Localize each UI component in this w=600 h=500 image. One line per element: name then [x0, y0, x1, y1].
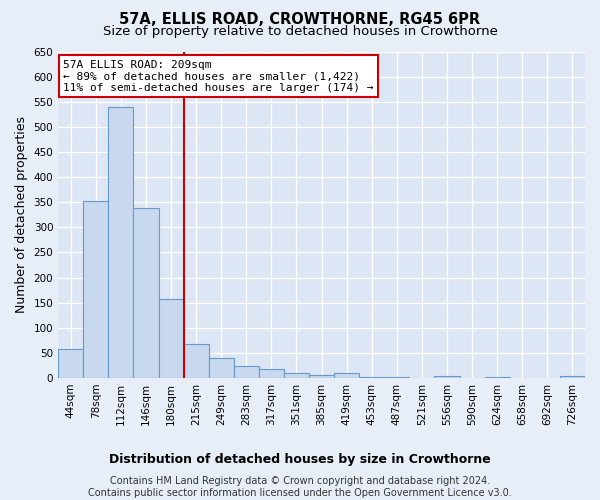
Text: Distribution of detached houses by size in Crowthorne: Distribution of detached houses by size … — [109, 452, 491, 466]
Text: 57A, ELLIS ROAD, CROWTHORNE, RG45 6PR: 57A, ELLIS ROAD, CROWTHORNE, RG45 6PR — [119, 12, 481, 28]
Bar — [309, 375, 334, 378]
Bar — [209, 358, 234, 378]
Bar — [485, 376, 510, 378]
Bar — [385, 376, 409, 378]
Bar — [234, 366, 259, 378]
Y-axis label: Number of detached properties: Number of detached properties — [15, 116, 28, 314]
Bar — [133, 208, 158, 378]
Bar — [284, 373, 309, 378]
Bar — [259, 370, 284, 378]
Bar — [184, 344, 209, 378]
Bar — [58, 350, 83, 378]
Bar — [434, 376, 460, 378]
Bar — [109, 107, 133, 378]
Bar — [158, 299, 184, 378]
Bar — [334, 373, 359, 378]
Bar — [359, 376, 385, 378]
Bar — [560, 376, 585, 378]
Bar — [83, 200, 109, 378]
Text: Contains HM Land Registry data © Crown copyright and database right 2024.
Contai: Contains HM Land Registry data © Crown c… — [88, 476, 512, 498]
Text: Size of property relative to detached houses in Crowthorne: Size of property relative to detached ho… — [103, 25, 497, 38]
Text: 57A ELLIS ROAD: 209sqm
← 89% of detached houses are smaller (1,422)
11% of semi-: 57A ELLIS ROAD: 209sqm ← 89% of detached… — [64, 60, 374, 93]
